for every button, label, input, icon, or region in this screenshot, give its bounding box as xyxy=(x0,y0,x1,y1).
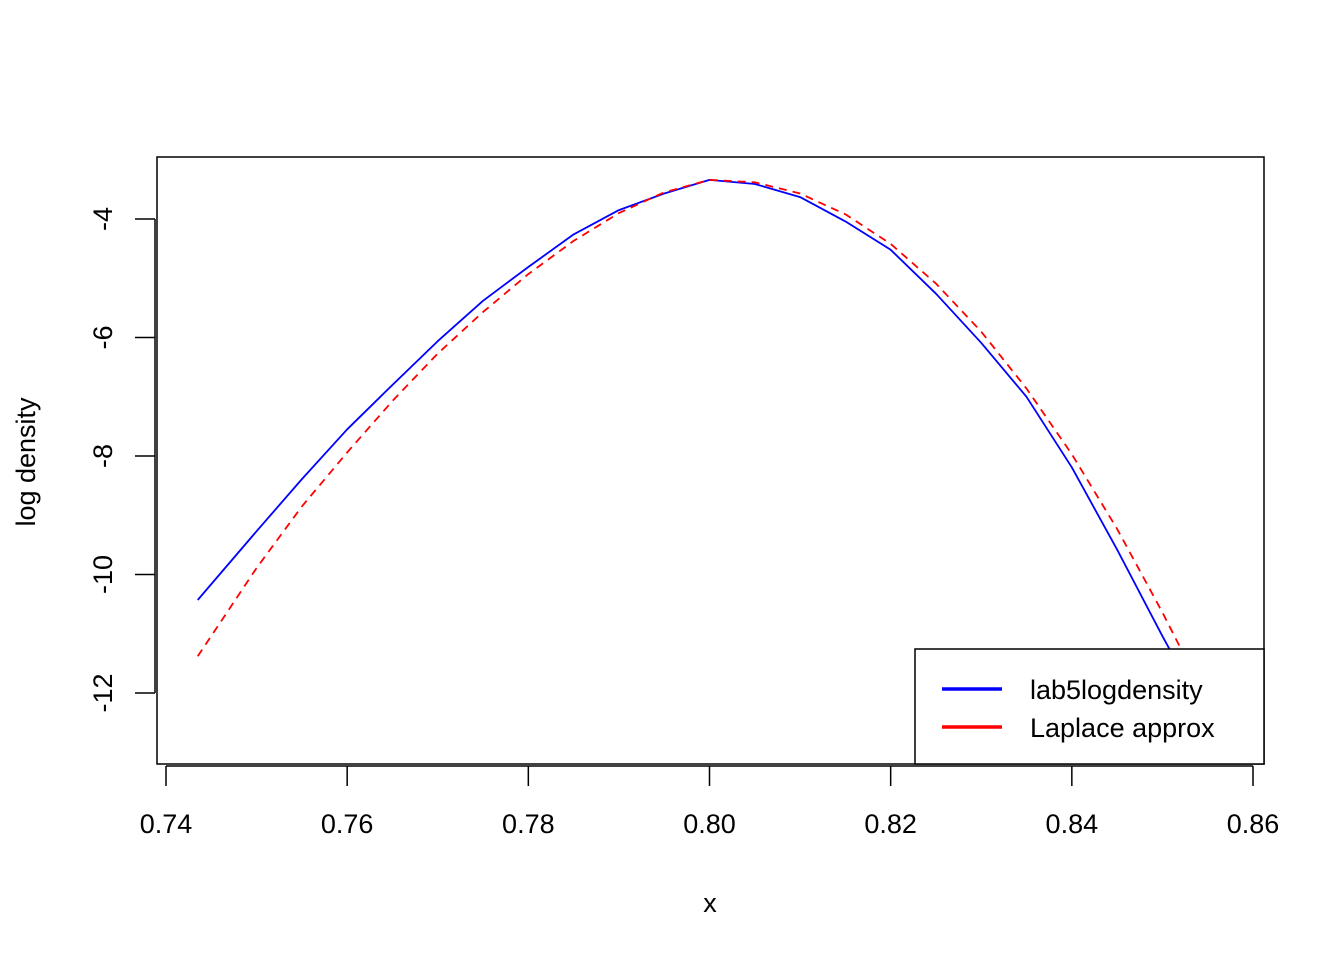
legend-label: lab5logdensity xyxy=(1030,675,1203,705)
legend: lab5logdensity Laplace approx xyxy=(914,648,1265,765)
x-tick-label: 0.78 xyxy=(502,809,555,839)
legend-label: Laplace approx xyxy=(1030,713,1215,743)
y-tick-label: -8 xyxy=(88,444,118,468)
legend-box xyxy=(914,648,1265,765)
y-tick-label: -12 xyxy=(88,673,118,712)
x-tick-label: 0.76 xyxy=(321,809,374,839)
x-axis: 0.74 0.76 0.78 0.80 0.82 0.84 0.86 xyxy=(140,765,1280,839)
series-layer xyxy=(196,179,1221,724)
series-line-lab5logdensity xyxy=(197,179,1182,670)
y-tick-label: -10 xyxy=(88,555,118,594)
y-axis-title: log density xyxy=(11,397,41,527)
y-tick-label: -4 xyxy=(88,207,118,231)
y-tick-label: -6 xyxy=(88,325,118,349)
plot-frame xyxy=(156,156,1265,765)
x-tick-label: 0.86 xyxy=(1227,809,1280,839)
x-tick-label: 0.82 xyxy=(864,809,917,839)
y-axis: -4 -6 -8 -10 -12 xyxy=(88,207,156,713)
series-line-laplace-approx xyxy=(196,179,1221,724)
x-tick-label: 0.74 xyxy=(140,809,193,839)
x-axis-title: x xyxy=(703,888,717,918)
x-tick-label: 0.80 xyxy=(683,809,736,839)
x-tick-label: 0.84 xyxy=(1046,809,1099,839)
